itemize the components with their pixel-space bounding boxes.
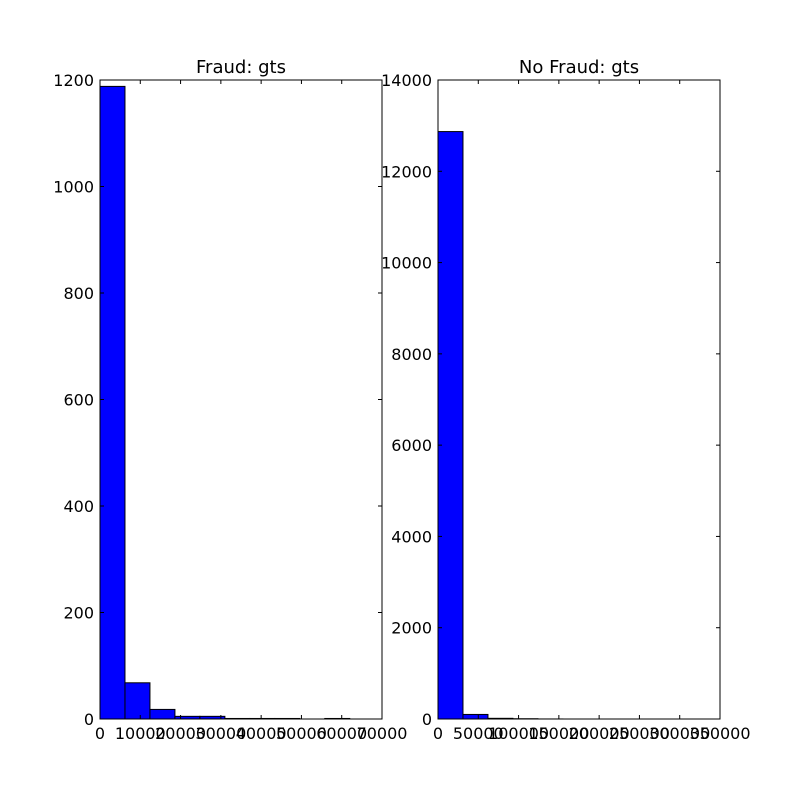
histogram-bar bbox=[150, 709, 175, 719]
x-tick-label: 0 bbox=[95, 724, 105, 743]
y-tick-label: 1000 bbox=[53, 178, 94, 197]
x-tick-label: 350000 bbox=[689, 724, 750, 743]
y-tick-label: 200 bbox=[63, 604, 94, 623]
axes-frame bbox=[100, 80, 382, 719]
y-tick-label: 600 bbox=[63, 391, 94, 410]
y-tick-label: 2000 bbox=[391, 619, 432, 638]
axes-frame bbox=[438, 80, 720, 719]
y-tick-label: 10000 bbox=[381, 254, 432, 273]
y-tick-label: 400 bbox=[63, 497, 94, 516]
histogram-bar bbox=[100, 86, 125, 719]
y-tick-label: 4000 bbox=[391, 527, 432, 546]
x-tick-label: 0 bbox=[433, 724, 443, 743]
histogram-bar bbox=[438, 132, 463, 719]
y-tick-label: 6000 bbox=[391, 436, 432, 455]
y-tick-label: 8000 bbox=[391, 345, 432, 364]
y-tick-label: 12000 bbox=[381, 162, 432, 181]
y-tick-label: 800 bbox=[63, 284, 94, 303]
histogram-bar bbox=[125, 683, 150, 719]
y-tick-label: 0 bbox=[84, 710, 94, 729]
y-tick-label: 14000 bbox=[381, 71, 432, 90]
chart-title: No Fraud: gts bbox=[519, 57, 639, 78]
histogram-bar bbox=[463, 714, 488, 719]
chart-title: Fraud: gts bbox=[196, 57, 286, 78]
y-tick-label: 0 bbox=[422, 710, 432, 729]
y-tick-label: 1200 bbox=[53, 71, 94, 90]
x-tick-label: 70000 bbox=[357, 724, 408, 743]
